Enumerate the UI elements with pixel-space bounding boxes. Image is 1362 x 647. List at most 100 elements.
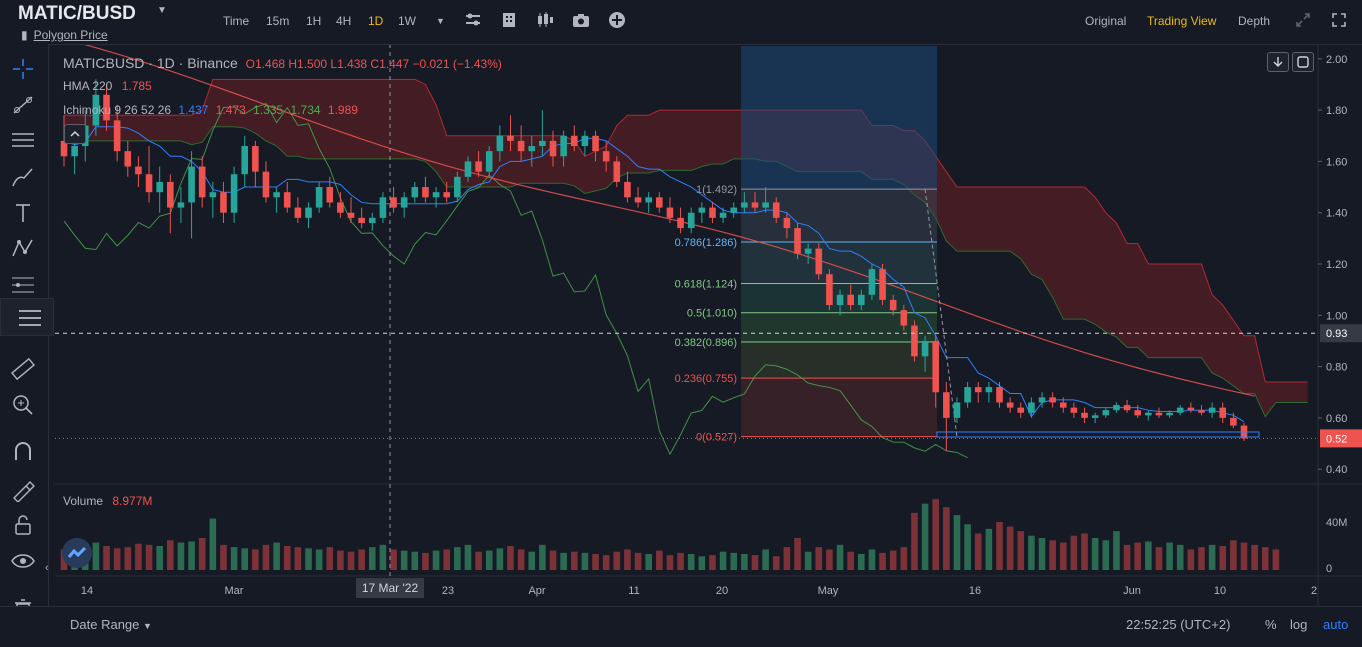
add-indicator-icon[interactable] [608,11,626,29]
candle-body [868,269,876,295]
drawing-toolbar [0,44,54,644]
candle-body [836,294,844,306]
tab-1h[interactable]: 1H [306,14,322,28]
ruler-tool-icon[interactable] [10,356,36,382]
fib-level-label: 0.236(0.755) [675,373,737,385]
percent-scale-toggle[interactable]: % [1265,617,1277,632]
fullscreen-icon[interactable] [1294,11,1312,29]
magnet-tool-icon[interactable] [10,440,36,466]
volume-bar [220,544,227,570]
volume-tick-label: 40M [1326,517,1347,529]
volume-bar [1081,533,1088,570]
tab-4h[interactable]: 4H [336,14,352,28]
log-scale-toggle[interactable]: log [1290,617,1308,632]
fib-tool-active[interactable] [0,298,54,336]
expand-icon[interactable] [1330,11,1348,29]
draw-lock-icon[interactable] [10,476,36,502]
volume-bar [719,551,727,570]
candle-body [592,135,599,152]
ichimoku-span-b: 1.989 [327,103,358,117]
candle-body [273,192,280,198]
candle-body [1123,405,1131,411]
tab-1d[interactable]: 1D [368,14,384,28]
senkou-span-a [64,126,1308,418]
lock-icon[interactable] [10,512,36,538]
camera-icon[interactable] [572,11,590,29]
symbol-dropdown-icon[interactable]: ▼ [157,5,167,16]
candle-body [943,392,950,418]
trend-line-tool-icon[interactable] [10,92,36,118]
tab-1w[interactable]: 1W [398,14,416,28]
view-depth[interactable]: Depth [1238,14,1271,28]
volume-bar [889,550,897,570]
volume-bar [815,547,823,570]
volume-bar [273,542,280,570]
candle-body [687,212,695,229]
pattern-tool-icon[interactable] [10,236,36,262]
volume-bar [560,552,567,570]
candle-body [666,207,674,218]
collapse-legend-button[interactable] [64,124,86,144]
candle-body [1038,397,1046,403]
view-original[interactable]: Original [1085,14,1127,28]
volume-bar [1219,546,1227,570]
eye-icon[interactable] [10,548,36,574]
date-range-button[interactable]: Date Range ▼ [70,617,152,632]
horizontal-lines-tool-icon[interactable] [10,128,36,154]
volume-bar [1166,542,1173,570]
hma-label: HMA 220 [63,79,113,93]
fib-zone [741,312,937,342]
candle-body [1219,407,1227,418]
volume-bar [1006,526,1014,570]
volume-bar [900,547,908,570]
fib-level-label: 0.5(1.010) [687,308,737,320]
crosshair-price-tag [1320,324,1362,343]
text-tool-icon[interactable] [10,200,36,226]
fib-projection-box [741,46,937,190]
volume-bar [1251,544,1258,570]
brush-tool-icon[interactable] [10,164,36,190]
candle-body [198,166,206,198]
indicator-lines [63,38,1255,459]
volume-bar [666,555,674,570]
volume-bar [624,549,631,570]
clock[interactable]: 22:52:25 (UTC+2) [1126,617,1231,632]
volume-bars [60,499,1280,570]
candle-body [953,402,961,418]
fib-zone [741,341,937,379]
tab-15m[interactable]: 15m [266,14,290,28]
indicator-settings-icon[interactable] [464,11,482,29]
scroll-left-icon[interactable]: ‹ [45,562,49,574]
candle-body [1187,407,1195,411]
prediction-tool-icon[interactable] [10,272,36,298]
scroll-latest-button[interactable] [1267,52,1289,72]
bottom-toolbar: Date Range ▼ 22:52:25 (UTC+2) % log auto [0,606,1362,647]
volume-bar [581,552,589,570]
volume-bar [953,515,961,570]
symbol-title[interactable]: MATIC/BUSD [18,3,136,24]
volume-bar [145,544,153,570]
candle-body [262,171,270,198]
tab-time[interactable]: Time [223,14,250,28]
building-icon[interactable] [500,11,518,29]
candle-body [1230,417,1237,426]
crosshair-tool-icon[interactable] [10,56,36,82]
volume-bar [539,544,546,570]
volume-bar [634,552,642,570]
candle-body [358,217,365,223]
volume-bar [868,549,876,570]
volume-bar [443,549,450,570]
candles-type-icon[interactable] [536,11,554,29]
reset-chart-button[interactable] [1292,52,1314,72]
candle-body [454,176,461,198]
auto-scale-toggle[interactable]: auto [1323,617,1349,632]
volume-bar [485,550,493,570]
zoom-tool-icon[interactable] [10,392,36,418]
tradingview-logo[interactable] [62,538,92,568]
more-timeframes-icon[interactable]: ▼ [436,16,445,26]
volume-bar [92,542,100,570]
symbol-subtitle[interactable]: ▮ Polygon Price [21,28,108,42]
time-tick-label: 10 [1214,585,1226,597]
view-trading-view[interactable]: Trading View [1147,14,1217,28]
